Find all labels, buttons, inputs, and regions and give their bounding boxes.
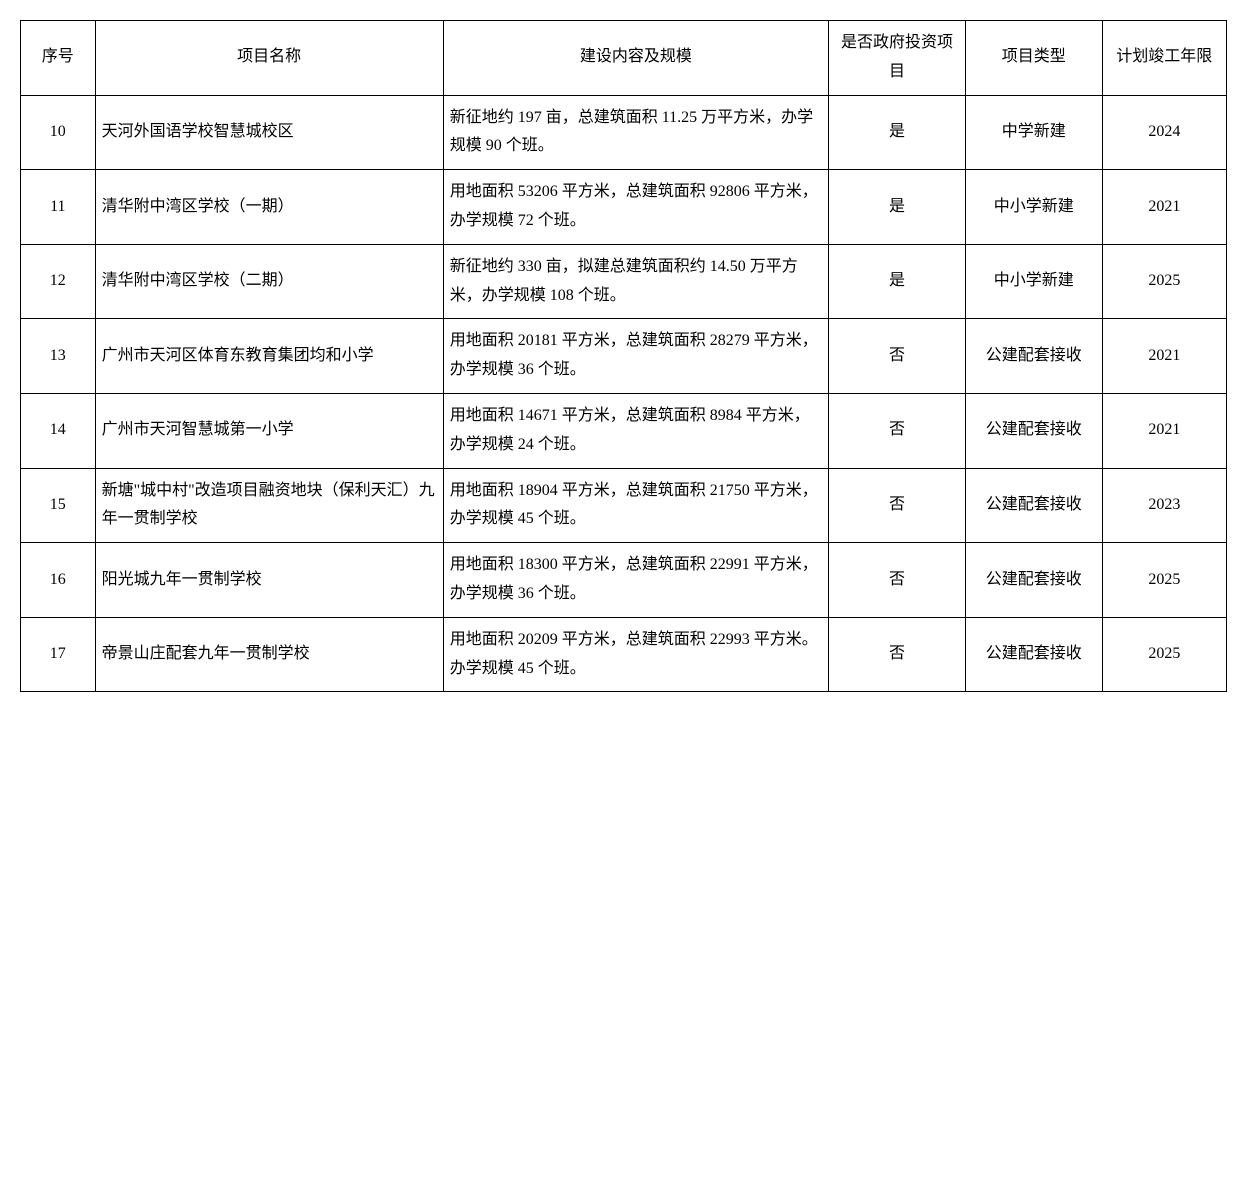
cell-name: 天河外国语学校智慧城校区 — [95, 95, 443, 170]
cell-seq: 12 — [21, 244, 96, 319]
cell-name: 广州市天河智慧城第一小学 — [95, 393, 443, 468]
cell-name: 新塘"城中村"改造项目融资地块（保利天汇）九年一贯制学校 — [95, 468, 443, 543]
cell-name: 清华附中湾区学校（二期） — [95, 244, 443, 319]
table-row: 14 广州市天河智慧城第一小学 用地面积 14671 平方米，总建筑面积 898… — [21, 393, 1227, 468]
cell-year: 2025 — [1102, 617, 1226, 692]
cell-content: 用地面积 20181 平方米，总建筑面积 28279 平方米，办学规模 36 个… — [443, 319, 828, 394]
header-seq: 序号 — [21, 21, 96, 96]
cell-seq: 17 — [21, 617, 96, 692]
cell-type: 公建配套接收 — [965, 468, 1102, 543]
cell-seq: 13 — [21, 319, 96, 394]
cell-year: 2021 — [1102, 319, 1226, 394]
cell-content: 新征地约 330 亩，拟建总建筑面积约 14.50 万平方米，办学规模 108 … — [443, 244, 828, 319]
cell-gov: 否 — [829, 543, 966, 618]
cell-seq: 10 — [21, 95, 96, 170]
header-year: 计划竣工年限 — [1102, 21, 1226, 96]
cell-gov: 否 — [829, 617, 966, 692]
cell-content: 用地面积 14671 平方米，总建筑面积 8984 平方米，办学规模 24 个班… — [443, 393, 828, 468]
cell-year: 2021 — [1102, 393, 1226, 468]
cell-name: 广州市天河区体育东教育集团均和小学 — [95, 319, 443, 394]
cell-type: 公建配套接收 — [965, 543, 1102, 618]
cell-type: 公建配套接收 — [965, 319, 1102, 394]
cell-year: 2021 — [1102, 170, 1226, 245]
cell-seq: 14 — [21, 393, 96, 468]
cell-type: 中学新建 — [965, 95, 1102, 170]
cell-year: 2025 — [1102, 244, 1226, 319]
cell-seq: 15 — [21, 468, 96, 543]
cell-gov: 否 — [829, 319, 966, 394]
table-body: 10 天河外国语学校智慧城校区 新征地约 197 亩，总建筑面积 11.25 万… — [21, 95, 1227, 692]
projects-table: 序号 项目名称 建设内容及规模 是否政府投资项目 项目类型 计划竣工年限 10 … — [20, 20, 1227, 692]
header-content: 建设内容及规模 — [443, 21, 828, 96]
table-header: 序号 项目名称 建设内容及规模 是否政府投资项目 项目类型 计划竣工年限 — [21, 21, 1227, 96]
table-row: 17 帝景山庄配套九年一贯制学校 用地面积 20209 平方米，总建筑面积 22… — [21, 617, 1227, 692]
cell-gov: 是 — [829, 95, 966, 170]
cell-name: 阳光城九年一贯制学校 — [95, 543, 443, 618]
cell-type: 中小学新建 — [965, 170, 1102, 245]
table-row: 13 广州市天河区体育东教育集团均和小学 用地面积 20181 平方米，总建筑面… — [21, 319, 1227, 394]
table-row: 15 新塘"城中村"改造项目融资地块（保利天汇）九年一贯制学校 用地面积 189… — [21, 468, 1227, 543]
table-row: 16 阳光城九年一贯制学校 用地面积 18300 平方米，总建筑面积 22991… — [21, 543, 1227, 618]
cell-content: 用地面积 53206 平方米，总建筑面积 92806 平方米，办学规模 72 个… — [443, 170, 828, 245]
cell-name: 清华附中湾区学校（一期） — [95, 170, 443, 245]
cell-seq: 11 — [21, 170, 96, 245]
cell-gov: 是 — [829, 244, 966, 319]
header-row: 序号 项目名称 建设内容及规模 是否政府投资项目 项目类型 计划竣工年限 — [21, 21, 1227, 96]
header-type: 项目类型 — [965, 21, 1102, 96]
table-row: 10 天河外国语学校智慧城校区 新征地约 197 亩，总建筑面积 11.25 万… — [21, 95, 1227, 170]
cell-content: 新征地约 197 亩，总建筑面积 11.25 万平方米，办学规模 90 个班。 — [443, 95, 828, 170]
cell-content: 用地面积 18904 平方米，总建筑面积 21750 平方米，办学规模 45 个… — [443, 468, 828, 543]
table-row: 11 清华附中湾区学校（一期） 用地面积 53206 平方米，总建筑面积 928… — [21, 170, 1227, 245]
cell-type: 中小学新建 — [965, 244, 1102, 319]
header-gov: 是否政府投资项目 — [829, 21, 966, 96]
cell-gov: 否 — [829, 393, 966, 468]
cell-content: 用地面积 20209 平方米，总建筑面积 22993 平方米。办学规模 45 个… — [443, 617, 828, 692]
cell-gov: 是 — [829, 170, 966, 245]
cell-type: 公建配套接收 — [965, 393, 1102, 468]
cell-seq: 16 — [21, 543, 96, 618]
cell-type: 公建配套接收 — [965, 617, 1102, 692]
header-name: 项目名称 — [95, 21, 443, 96]
table-row: 12 清华附中湾区学校（二期） 新征地约 330 亩，拟建总建筑面积约 14.5… — [21, 244, 1227, 319]
cell-gov: 否 — [829, 468, 966, 543]
cell-year: 2023 — [1102, 468, 1226, 543]
cell-year: 2025 — [1102, 543, 1226, 618]
cell-content: 用地面积 18300 平方米，总建筑面积 22991 平方米，办学规模 36 个… — [443, 543, 828, 618]
cell-year: 2024 — [1102, 95, 1226, 170]
cell-name: 帝景山庄配套九年一贯制学校 — [95, 617, 443, 692]
